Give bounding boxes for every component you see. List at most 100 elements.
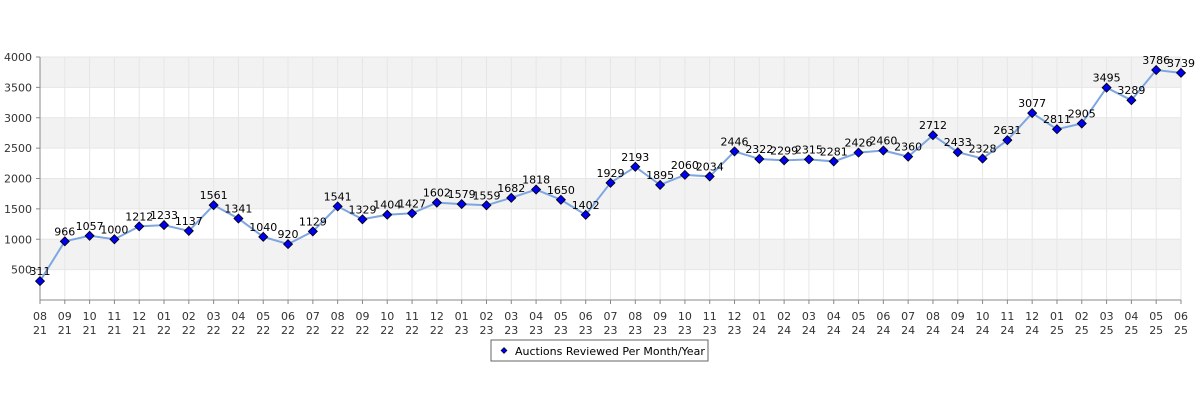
- x-tick-month: 06: [876, 310, 890, 323]
- x-tick-month: 02: [777, 310, 791, 323]
- y-tick-label: 1500: [4, 203, 32, 216]
- data-point: [1101, 82, 1112, 93]
- data-point: [158, 220, 170, 231]
- x-tick-year: 21: [107, 324, 121, 337]
- x-tick-year: 24: [802, 324, 816, 337]
- x-tick-year: 22: [306, 324, 320, 337]
- x-tick-month: 08: [331, 310, 345, 323]
- data-point: [704, 171, 715, 182]
- x-tick-month: 05: [1149, 310, 1163, 323]
- data-point: [630, 161, 641, 172]
- x-tick-year: 25: [1149, 324, 1163, 337]
- x-tick-month: 02: [1075, 310, 1089, 323]
- x-tick-year: 22: [231, 324, 245, 337]
- x-tick-year: 24: [951, 324, 965, 337]
- x-tick-month: 02: [479, 310, 493, 323]
- x-tick-month: 02: [182, 310, 196, 323]
- data-label: 1895: [646, 169, 674, 182]
- data-point: [1076, 118, 1087, 129]
- data-point: [729, 146, 740, 157]
- data-label: 2299: [770, 144, 798, 157]
- x-tick-month: 08: [926, 310, 940, 323]
- x-tick-year: 24: [976, 324, 990, 337]
- legend-box: [490, 339, 709, 362]
- data-point: [481, 200, 492, 211]
- data-label: 966: [54, 225, 75, 238]
- x-tick-month: 03: [1100, 310, 1114, 323]
- x-tick-year: 25: [1100, 324, 1114, 337]
- x-tick-year: 23: [529, 324, 543, 337]
- data-point: [506, 192, 517, 203]
- data-point: [952, 147, 963, 158]
- data-point: [779, 155, 790, 166]
- x-tick-month: 05: [852, 310, 866, 323]
- y-tick-label: 3500: [4, 81, 32, 94]
- data-label: 1000: [100, 223, 128, 236]
- data-label: 920: [278, 228, 299, 241]
- data-label: 1233: [150, 209, 178, 222]
- data-point: [531, 184, 542, 195]
- x-tick-month: 04: [827, 310, 841, 323]
- legend[interactable]: Auctions Reviewed Per Month/Year: [490, 339, 709, 362]
- data-label: 1559: [472, 189, 500, 202]
- x-tick-month: 07: [306, 310, 320, 323]
- data-label: 2446: [721, 135, 749, 148]
- data-point: [1002, 135, 1013, 146]
- x-tick-year: 22: [430, 324, 444, 337]
- data-label: 3077: [1018, 97, 1046, 110]
- legend-entry-label: Auctions Reviewed Per Month/Year: [515, 345, 705, 358]
- data-label: 2433: [944, 136, 972, 149]
- data-label: 2905: [1068, 108, 1096, 121]
- y-tick-label: 2000: [4, 173, 32, 186]
- data-point: [605, 177, 616, 188]
- x-tick-year: 24: [1025, 324, 1039, 337]
- x-tick-month: 11: [107, 310, 121, 323]
- data-point: [555, 194, 566, 205]
- data-point: [1175, 67, 1187, 78]
- data-label: 2360: [894, 141, 922, 154]
- x-tick-month: 11: [703, 310, 717, 323]
- data-point: [406, 208, 418, 219]
- x-tick-year: 24: [1000, 324, 1014, 337]
- data-point: [431, 197, 442, 208]
- data-point: [456, 199, 467, 210]
- y-tick-label: 4000: [4, 51, 32, 64]
- data-points: [34, 64, 1187, 287]
- x-tick-month: 06: [579, 310, 593, 323]
- x-tick-month: 10: [380, 310, 394, 323]
- data-label: 2060: [671, 159, 699, 172]
- data-point: [357, 214, 368, 225]
- x-tick-year: 23: [455, 324, 469, 337]
- data-label: 1579: [448, 188, 476, 201]
- x-tick-month: 11: [405, 310, 419, 323]
- data-point: [109, 234, 120, 245]
- data-label: 2193: [621, 151, 649, 164]
- data-point: [382, 209, 393, 220]
- data-point: [307, 226, 318, 237]
- x-tick-year: 22: [355, 324, 369, 337]
